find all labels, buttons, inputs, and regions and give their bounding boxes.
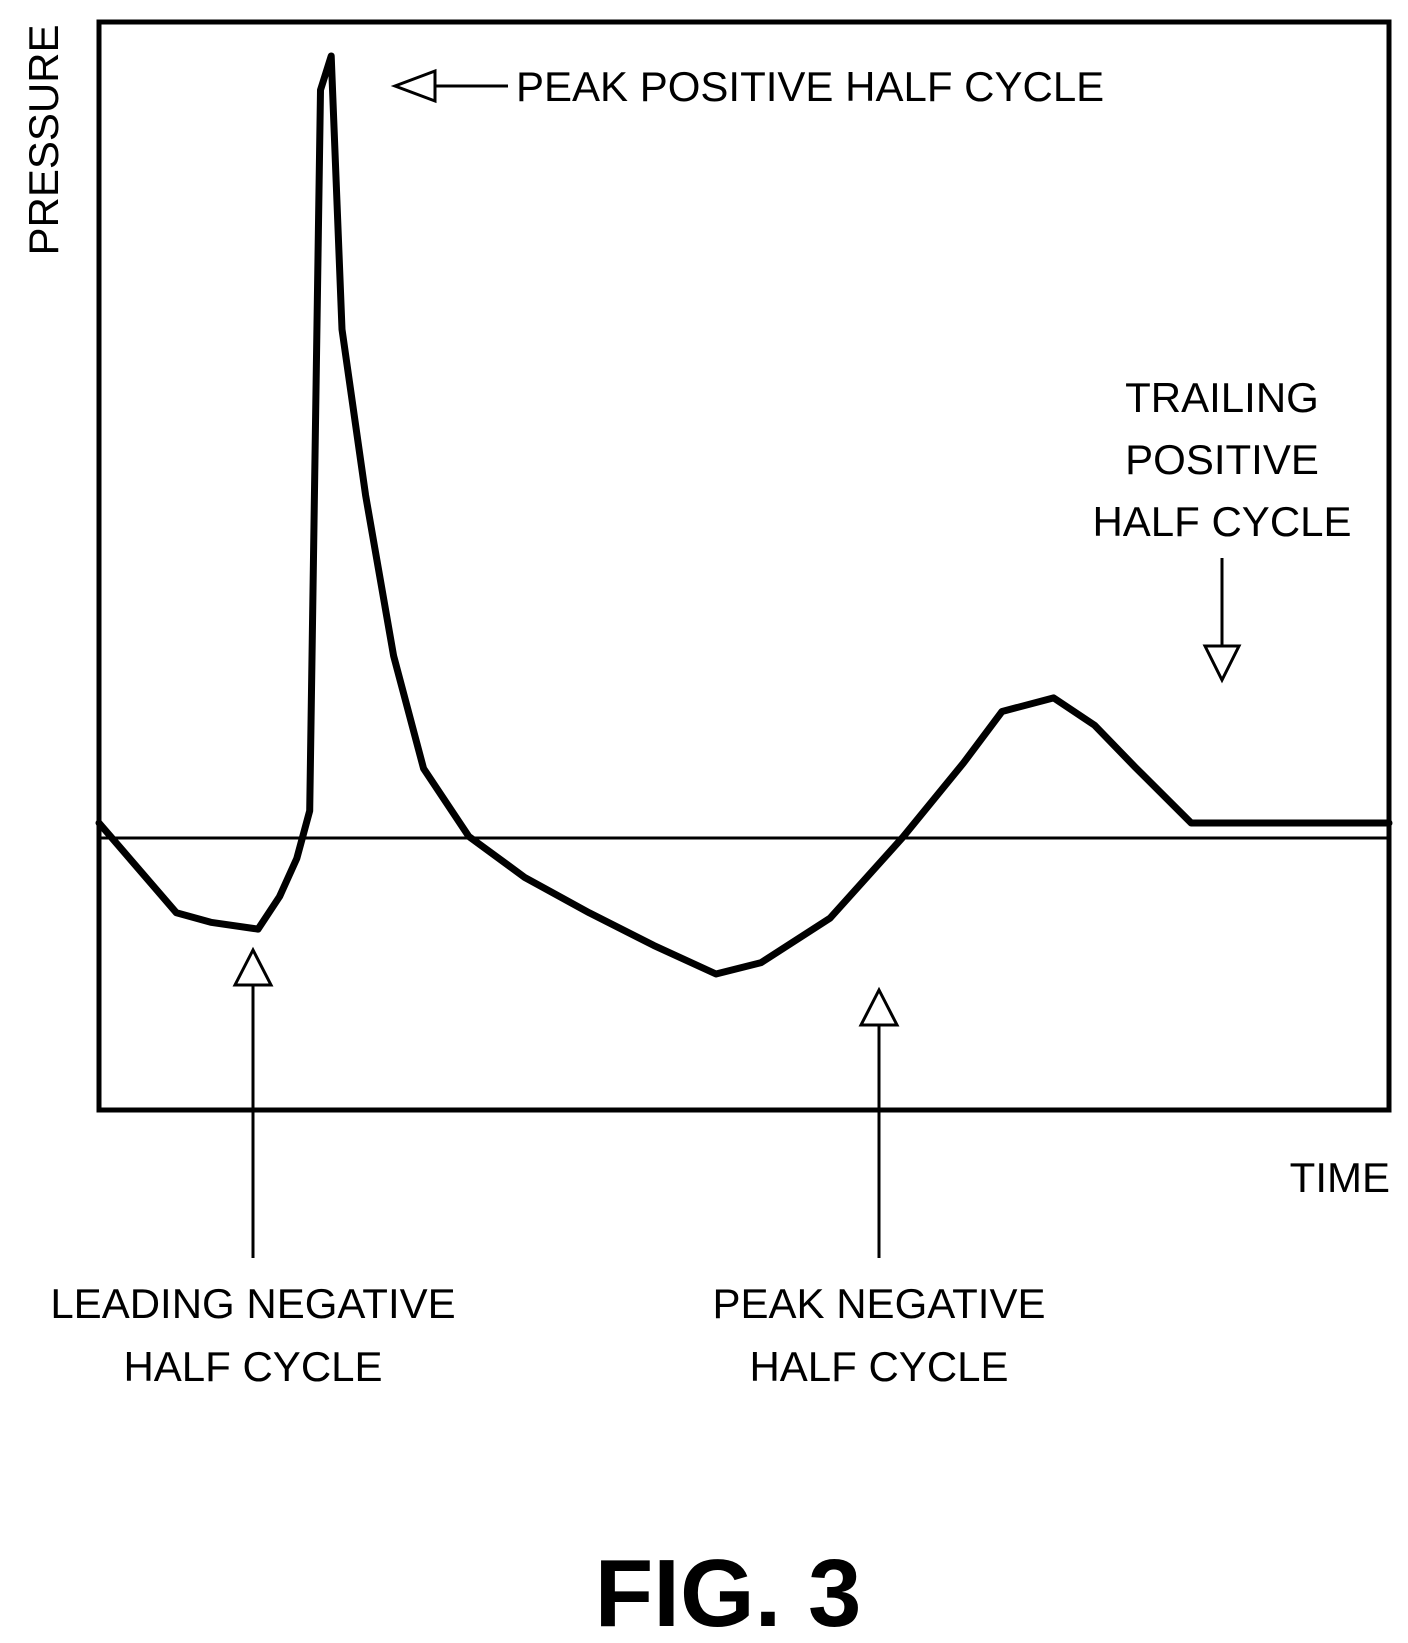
peak-negative-annotation: PEAK NEGATIVE HALF CYCLE (713, 986, 1046, 1390)
leading-negative-line-2: HALF CYCLE (123, 1343, 382, 1390)
trailing-positive-line-1: TRAILING (1125, 374, 1319, 421)
x-axis-label: TIME (1290, 1154, 1390, 1201)
up-arrow-icon (232, 946, 274, 987)
peak-positive-label: PEAK POSITIVE HALF CYCLE (516, 63, 1104, 110)
leading-negative-annotation: LEADING NEGATIVE HALF CYCLE (50, 946, 456, 1390)
y-axis-label: PRESSURE (20, 24, 67, 255)
up-arrow-icon (858, 986, 900, 1027)
plot-frame (96, 19, 1392, 1113)
trailing-positive-line-2: POSITIVE (1125, 436, 1319, 483)
left-arrow-icon (390, 68, 437, 104)
pressure-curve (95, 52, 1393, 978)
trailing-positive-line-3: HALF CYCLE (1092, 498, 1351, 545)
leading-negative-line-1: LEADING NEGATIVE (50, 1280, 455, 1327)
trailing-positive-annotation: TRAILING POSITIVE HALF CYCLE (1092, 374, 1352, 684)
figure-caption: FIG. 3 (595, 1540, 862, 1643)
peak-positive-annotation: PEAK POSITIVE HALF CYCLE (390, 63, 1104, 110)
peak-negative-line-1: PEAK NEGATIVE (713, 1280, 1046, 1327)
down-arrow-icon (1202, 644, 1242, 684)
peak-negative-line-2: HALF CYCLE (749, 1343, 1008, 1390)
